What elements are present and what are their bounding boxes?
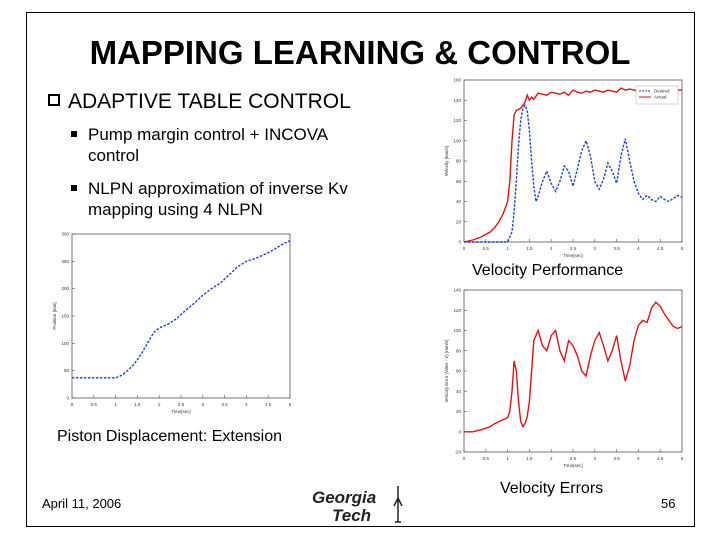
piston-displacement-caption: Piston Displacement: Extension <box>57 428 282 445</box>
x-tick-label: 3.5 <box>613 456 620 461</box>
x-tick-label: 0.5 <box>483 456 490 461</box>
y-tick-label: 0 <box>66 396 69 401</box>
y-tick-label: 250 <box>61 259 69 264</box>
y-axis-label: Velocity [mm/s] <box>444 146 449 176</box>
y-tick-label: 100 <box>453 138 461 143</box>
x-tick-label: 2.5 <box>570 456 577 461</box>
y-tick-label: 0 <box>458 429 461 434</box>
x-tick-label: 5 <box>289 402 292 407</box>
x-tick-label: 1 <box>506 456 509 461</box>
series-line-1 <box>463 87 682 243</box>
y-tick-label: 80 <box>456 348 462 353</box>
y-axis-label: Velocity Error (Vdes - V) [mm/s] <box>444 339 449 402</box>
y-tick-label: 60 <box>456 179 462 184</box>
velocity-errors-caption: Velocity Errors <box>500 480 604 497</box>
sub-bullet-2-line-1: NLPN approximation of inverse Kv <box>88 179 348 198</box>
x-tick-label: 2.5 <box>570 246 577 251</box>
x-tick-label: 0 <box>463 246 466 251</box>
y-tick-label: 150 <box>61 314 69 319</box>
sub-bullet-1-line-2: control <box>88 146 140 165</box>
x-tick-label: 2 <box>550 246 553 251</box>
main-bullet-text: ADAPTIVE TABLE CONTROL <box>68 90 351 113</box>
slide-frame <box>26 12 695 527</box>
y-tick-label: 140 <box>453 288 461 293</box>
series-line-0 <box>464 301 683 433</box>
footer-date: April 11, 2006 <box>42 496 122 511</box>
velocity-performance-chart: 0 0.5 1 1.5 2 2.5 3 3.5 4 4.5 5 0 20 40 60 80 100 120 140 1… <box>444 78 684 259</box>
legend-label: Actual <box>654 95 667 100</box>
page-number: 56 <box>661 496 676 511</box>
sub-bullet-2: NLPN approximation of inverse Kv mapping… <box>71 178 348 220</box>
y-tick-label: 60 <box>456 369 462 374</box>
x-tick-label: 0 <box>71 402 74 407</box>
x-tick-label: 1.5 <box>526 246 533 251</box>
x-tick-label: 3.5 <box>221 402 228 407</box>
tower-icon <box>393 486 403 523</box>
x-tick-label: 4.5 <box>657 456 664 461</box>
x-axis-label: Time[sec] <box>563 253 582 258</box>
velocity-errors-chart: 0 0.5 1 1.5 2 2.5 3 3.5 4 4.5 5-200204060801001201… <box>444 288 684 469</box>
x-tick-label: 4.5 <box>657 246 664 251</box>
plot-area <box>463 79 683 243</box>
plot-area <box>71 233 291 399</box>
y-tick-label: 140 <box>453 98 461 103</box>
series-line-0 <box>72 239 291 379</box>
y-tick-label: 50 <box>64 368 70 373</box>
y-tick-label: 80 <box>456 159 462 164</box>
x-tick-label: 3 <box>202 402 205 407</box>
logo-line-2: Tech <box>332 506 371 524</box>
x-tick-label: 0.5 <box>483 246 490 251</box>
piston-displacement-chart: 0 0.5 1 1.5 2 2.5 3 3.5 4 4.5 5050100150200250300T… <box>52 232 292 415</box>
y-tick-label: 200 <box>61 286 69 291</box>
logo-line-1: Georgia <box>312 488 376 507</box>
slide-title: MAPPING LEARNING & CONTROL <box>89 34 631 71</box>
x-tick-label: 0.5 <box>91 402 98 407</box>
y-tick-label: 40 <box>456 199 462 204</box>
y-tick-label: -20 <box>454 450 461 455</box>
y-tick-label: 20 <box>456 409 462 414</box>
x-tick-label: 1 <box>506 246 509 251</box>
sub-bullet-1-line-1: Pump margin control + INCOVA <box>88 125 329 144</box>
velocity-performance-caption: Velocity Performance <box>472 262 624 279</box>
legend-label: Desired <box>654 89 670 94</box>
series-line-0 <box>464 103 683 243</box>
x-tick-label: 3 <box>594 246 597 251</box>
square-bullet-icon <box>71 131 77 137</box>
x-tick-label: 1.5 <box>526 456 533 461</box>
checkbox-bullet-icon <box>48 94 60 107</box>
sub-bullet-1: Pump margin control + INCOVA control <box>71 124 329 166</box>
x-tick-label: 5 <box>681 456 684 461</box>
x-tick-label: 2.5 <box>178 402 185 407</box>
x-tick-label: 1 <box>114 402 117 407</box>
x-tick-label: 1.5 <box>134 402 141 407</box>
y-tick-label: 0 <box>458 240 461 245</box>
y-tick-label: 40 <box>456 389 462 394</box>
x-tick-label: 2 <box>158 402 161 407</box>
y-tick-label: 100 <box>453 328 461 333</box>
x-axis-label: Time[sec] <box>171 409 190 414</box>
y-axis-label: Position [mm] <box>52 302 57 329</box>
square-bullet-icon <box>71 185 77 191</box>
x-tick-label: 4 <box>637 246 640 251</box>
x-tick-label: 5 <box>681 246 684 251</box>
y-tick-label: 20 <box>456 219 462 224</box>
x-tick-label: 4 <box>245 402 248 407</box>
x-tick-label: 2 <box>550 456 553 461</box>
x-tick-label: 4.5 <box>265 402 272 407</box>
main-bullet: ADAPTIVE TABLE CONTROL <box>48 90 351 114</box>
y-tick-label: 100 <box>61 341 69 346</box>
x-tick-label: 4 <box>637 456 640 461</box>
y-tick-label: 160 <box>453 78 461 83</box>
x-tick-label: 0 <box>463 456 466 461</box>
georgia-tech-logo: Georgia Tech <box>312 486 403 524</box>
x-tick-label: 3 <box>594 456 597 461</box>
y-tick-label: 300 <box>61 232 69 237</box>
y-tick-label: 120 <box>453 308 461 313</box>
x-tick-label: 3.5 <box>613 246 620 251</box>
x-axis-label: Time[sec] <box>563 463 582 468</box>
y-tick-label: 120 <box>453 118 461 123</box>
sub-bullet-2-line-2: mapping using 4 NLPN <box>88 200 263 219</box>
